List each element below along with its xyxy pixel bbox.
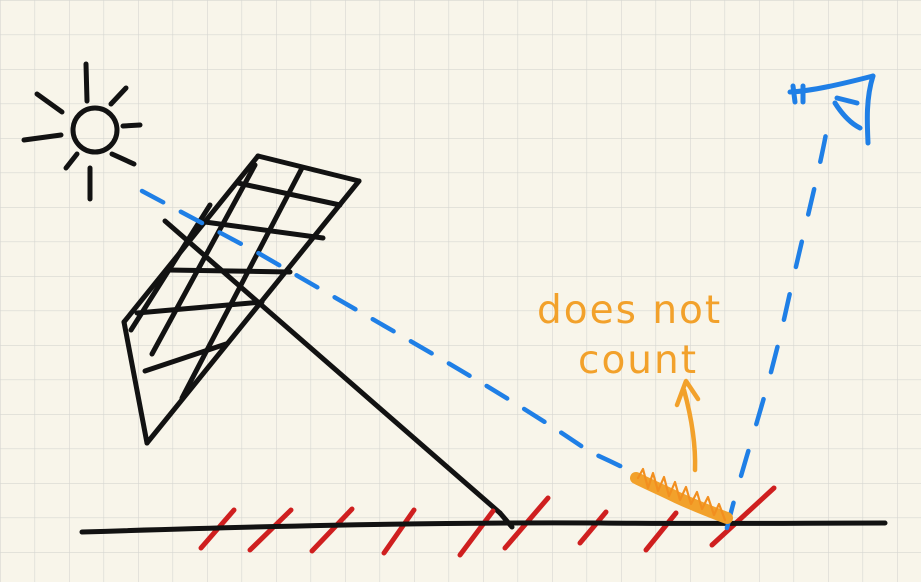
orange-squiggle-texture: [636, 467, 727, 522]
sunlight-ray: [139, 188, 727, 522]
reflected-ray: [724, 114, 832, 531]
eye-icon: [787, 73, 876, 146]
does-not-count-annotation: does not count: [537, 288, 733, 524]
annotation-line-2: count: [578, 338, 698, 383]
ground-line: [79, 520, 888, 535]
ground-hatch-marks: [198, 485, 777, 558]
sun-icon: [21, 61, 143, 202]
annotation-arrow: [681, 387, 698, 473]
annotation-line-1: does not: [537, 288, 722, 333]
annotation-arrow-head: [674, 378, 701, 408]
solar-panel: [121, 153, 362, 446]
